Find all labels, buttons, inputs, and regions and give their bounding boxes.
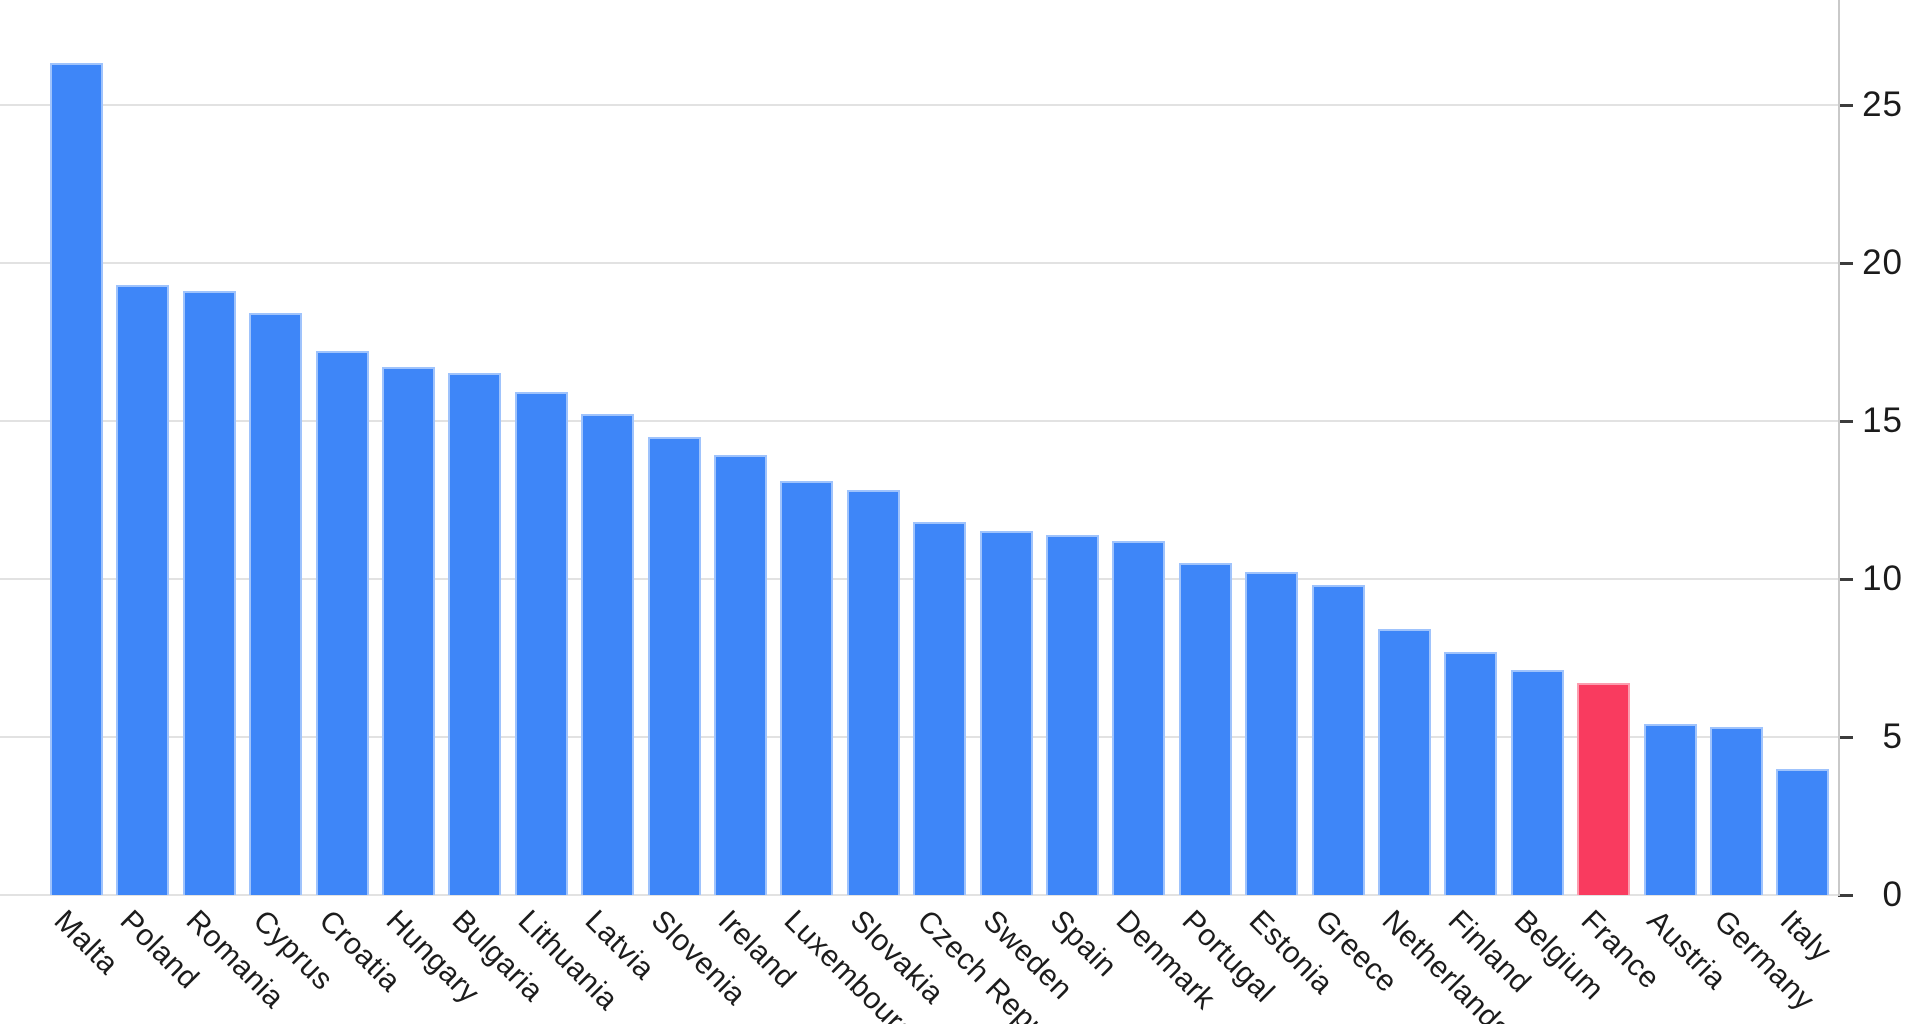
bar-hungary[interactable] [382, 367, 435, 895]
gridline-y-15 [0, 419, 1838, 422]
y-axis-label-5: 5 [1882, 716, 1903, 756]
y-axis-label-20: 20 [1862, 242, 1903, 282]
y-axis-label-25: 25 [1862, 84, 1903, 124]
y-axis-label-15: 15 [1862, 400, 1903, 440]
bar-lithuania[interactable] [515, 392, 568, 895]
bar-germany[interactable] [1710, 727, 1763, 895]
gridline-y-20 [0, 261, 1838, 264]
bar-romania[interactable] [183, 291, 236, 895]
bar-estonia[interactable] [1245, 572, 1298, 895]
bar-denmark[interactable] [1112, 541, 1165, 895]
y-axis-tick-15 [1838, 419, 1853, 423]
bar-sweden[interactable] [980, 531, 1033, 895]
y-axis-tick-5 [1838, 735, 1853, 739]
bar-greece[interactable] [1312, 585, 1365, 895]
bar-portugal[interactable] [1179, 563, 1232, 895]
gridline-y-0 [0, 894, 1838, 896]
bar-czech-republic[interactable] [913, 522, 966, 895]
bar-latvia[interactable] [581, 414, 634, 895]
bar-belgium[interactable] [1511, 670, 1564, 895]
bar-slovakia[interactable] [847, 490, 900, 895]
bar-bulgaria[interactable] [448, 373, 501, 895]
bar-italy[interactable] [1776, 769, 1829, 895]
bar-france[interactable] [1577, 683, 1630, 895]
bar-malta[interactable] [50, 63, 103, 895]
bar-cyprus[interactable] [249, 313, 302, 895]
y-axis-label-0: 0 [1882, 875, 1903, 914]
bar-finland[interactable] [1444, 652, 1497, 895]
y-axis-tick-25 [1838, 103, 1853, 107]
bar-spain[interactable] [1046, 535, 1099, 895]
y-axis-tick-0 [1838, 894, 1853, 897]
bar-poland[interactable] [116, 285, 169, 895]
bar-slovenia[interactable] [648, 437, 701, 895]
bar-luxembourg[interactable] [780, 481, 833, 895]
gridline-y-25 [0, 103, 1838, 106]
y-axis-tick-20 [1838, 261, 1853, 265]
bar-austria[interactable] [1644, 724, 1697, 895]
y-axis-line [1838, 0, 1840, 896]
bar-croatia[interactable] [316, 351, 369, 895]
x-axis-label-malta: Malta [47, 904, 125, 981]
y-axis-label-10: 10 [1862, 558, 1903, 598]
y-axis-tick-10 [1838, 577, 1853, 581]
bar-ireland[interactable] [714, 455, 767, 895]
bar-netherlands[interactable] [1378, 629, 1431, 895]
